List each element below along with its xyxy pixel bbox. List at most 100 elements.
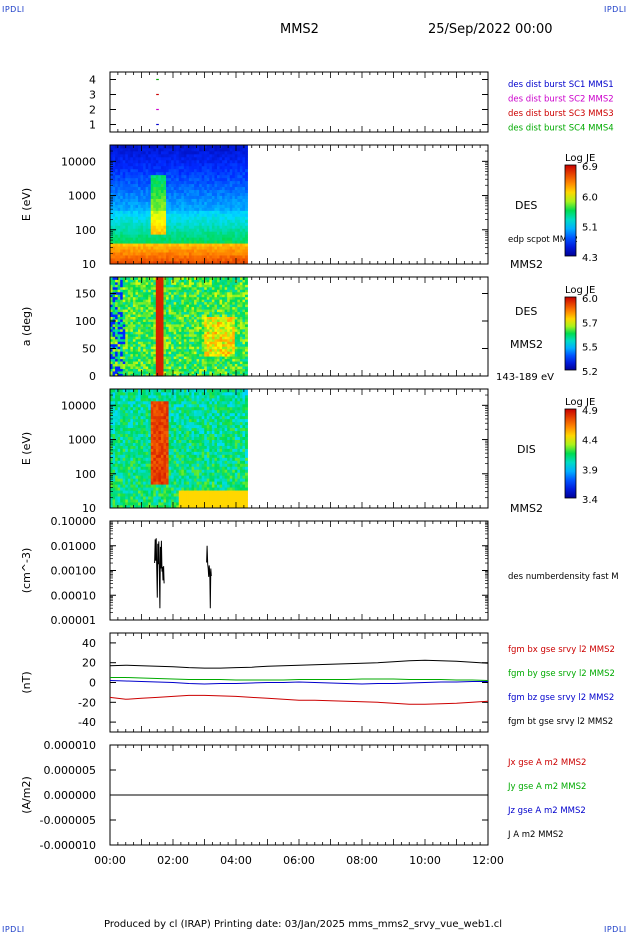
heatmap-cell	[206, 213, 210, 217]
heatmap-cell	[125, 321, 129, 325]
heatmap-cell	[110, 240, 113, 244]
heatmap-cell	[150, 336, 154, 340]
heatmap-cell	[186, 177, 190, 182]
heatmap-cell	[127, 159, 131, 164]
heatmap-cell	[138, 281, 141, 285]
heatmap-cell	[153, 201, 157, 205]
heatmap-cell	[160, 195, 164, 199]
heatmap-cell	[115, 153, 119, 158]
heatmap-cell	[171, 311, 175, 315]
heatmap-cell	[176, 286, 180, 290]
heatmap-cell	[242, 177, 246, 182]
burst-legend-entry: des dist burst SC1 MMS1	[508, 80, 614, 90]
heatmap-cell	[112, 353, 116, 357]
heatmap-cell	[237, 162, 241, 167]
heatmap-cell	[168, 309, 172, 313]
heatmap-cell	[127, 153, 131, 158]
heatmap-cell	[245, 277, 248, 280]
heatmap-cell	[245, 195, 248, 199]
heatmap-cell	[199, 333, 203, 337]
heatmap-cell	[130, 306, 134, 310]
heatmap-cell	[145, 252, 149, 256]
heatmap-cell	[199, 156, 203, 161]
heatmap-cell	[132, 343, 136, 347]
heatmap-cell	[135, 279, 139, 283]
heatmap-cell	[214, 353, 218, 357]
heatmap-cell	[196, 150, 200, 155]
heatmap-cell	[201, 348, 205, 352]
heatmap-cell	[127, 291, 131, 295]
heatmap-cell	[135, 314, 139, 317]
heatmap-cell	[211, 279, 215, 283]
heatmap-cell	[125, 348, 129, 352]
heatmap-cell	[237, 213, 241, 217]
heatmap-cell	[168, 195, 172, 199]
heatmap-cell	[115, 319, 119, 322]
heatmap-cell	[138, 201, 141, 205]
heatmap-cell	[140, 291, 144, 295]
heatmap-cell	[234, 361, 238, 365]
heatmap-cell	[224, 240, 228, 244]
heatmap-cell	[130, 353, 134, 357]
heatmap-cell	[138, 277, 141, 280]
heatmap-cell	[181, 373, 185, 377]
heatmap-cell	[186, 333, 190, 337]
heatmap-cell	[112, 475, 116, 479]
heatmap-cell	[143, 216, 147, 220]
heatmap-cell	[160, 183, 164, 188]
heatmap-cell	[201, 216, 205, 220]
heatmap-cell	[168, 237, 172, 241]
heatmap-cell	[183, 284, 187, 288]
heatmap-cell	[173, 286, 177, 290]
heatmap-cell	[194, 279, 198, 283]
heatmap-cell	[245, 314, 248, 317]
heatmap-cell	[150, 304, 154, 308]
heatmap-cell	[130, 284, 134, 288]
heatmap-cell	[183, 371, 187, 374]
heatmap-cell	[132, 219, 136, 223]
heatmap-cell	[143, 289, 147, 293]
heatmap-cell	[183, 356, 187, 360]
heatmap-cell	[237, 328, 241, 332]
heatmap-cell	[196, 296, 200, 300]
heatmap-cell	[168, 204, 172, 208]
heatmap-cell	[204, 225, 208, 229]
heatmap-cell	[191, 249, 195, 253]
heatmap-cell	[138, 216, 141, 220]
heatmap-cell	[117, 348, 121, 352]
heatmap-cell	[204, 153, 208, 158]
heatmap-cell	[242, 281, 246, 285]
heatmap-cell	[214, 356, 218, 360]
heatmap-cell	[115, 361, 119, 365]
heatmap-cell	[120, 252, 124, 256]
heatmap-cell	[209, 174, 213, 179]
heatmap-cell	[214, 336, 218, 340]
heatmap-cell	[122, 490, 126, 494]
heatmap-cell	[237, 195, 241, 199]
heatmap-cell	[178, 363, 182, 367]
heatmap-cell	[227, 328, 231, 332]
heatmap-cell	[216, 261, 220, 265]
heatmap-cell	[140, 189, 144, 193]
heatmap-cell	[229, 371, 233, 374]
heatmap-cell	[110, 333, 113, 337]
heatmap-cell	[186, 286, 190, 290]
heatmap-cell	[199, 328, 203, 332]
heatmap-cell	[191, 319, 195, 322]
heatmap-cell	[143, 207, 147, 211]
heatmap-cell	[143, 189, 147, 193]
heatmap-cell	[127, 353, 131, 357]
heatmap-cell	[183, 180, 187, 185]
heatmap-cell	[168, 210, 172, 214]
heatmap-cell	[145, 306, 149, 310]
heatmap-cell	[112, 436, 116, 440]
heatmap-cell	[150, 363, 154, 367]
heatmap-cell	[140, 240, 144, 244]
heatmap-cell	[117, 286, 121, 290]
heatmap-cell	[222, 363, 226, 367]
heatmap-cell	[191, 356, 195, 360]
heatmap-cell	[173, 314, 177, 317]
heatmap-cell	[176, 326, 180, 330]
heatmap-cell	[112, 409, 116, 414]
heatmap-cell	[115, 427, 119, 432]
